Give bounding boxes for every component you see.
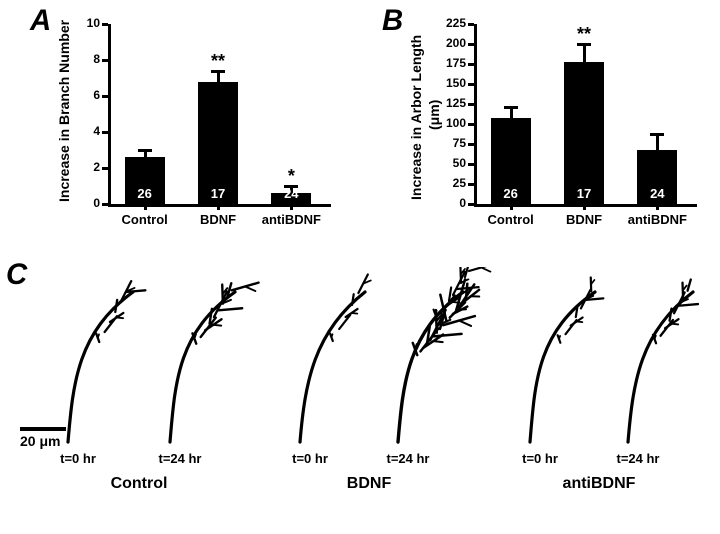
error-cap [138,149,152,152]
chart-b-ylabel-1: Increase in Arbor Length [408,35,424,200]
y-tick-label: 100 [430,116,466,130]
n-label: 24 [271,186,311,201]
significance-marker: ** [564,24,604,45]
y-tick-label: 225 [430,16,466,30]
n-label: 24 [637,186,677,201]
y-tick [468,43,474,46]
x-tick-label: antiBDNF [612,212,702,227]
y-tick [102,95,108,98]
y-tick-label: 150 [430,76,466,90]
n-label: 17 [564,186,604,201]
panel-c: t=0 hr t=24 hr t=0 hr t=24 hr t=0 hr t=24 hr C… [0,255,720,534]
y-tick [102,203,108,206]
y-tick-label: 6 [64,88,100,102]
time-label: t=0 hr [500,451,580,466]
y-tick [102,23,108,26]
y-tick-label: 0 [64,196,100,210]
chart-a: Increase in Branch Number 024681026Contr… [36,10,346,245]
y-tick-label: 8 [64,52,100,66]
y-tick-label: 75 [430,136,466,150]
y-tick-label: 4 [64,124,100,138]
group-label: BDNF [309,475,429,493]
y-tick-label: 200 [430,36,466,50]
x-tick [217,204,220,210]
n-label: 26 [125,186,165,201]
y-tick [468,183,474,186]
y-tick-label: 0 [430,196,466,210]
time-label: t=24 hr [368,451,448,466]
y-tick [468,103,474,106]
y-tick [468,203,474,206]
error-cap [650,133,664,136]
x-tick [510,204,513,210]
y-tick-label: 10 [64,16,100,30]
time-label: t=24 hr [598,451,678,466]
group-label: antiBDNF [539,475,659,493]
x-tick [583,204,586,210]
figure: A B C Increase in Branch Number 02468102… [0,0,720,534]
y-tick-label: 50 [430,156,466,170]
y-tick [468,83,474,86]
bar [564,62,604,204]
y-tick-label: 175 [430,56,466,70]
y-tick-label: 2 [64,160,100,174]
y-tick [468,63,474,66]
n-label: 17 [198,186,238,201]
y-tick-label: 125 [430,96,466,110]
group-label: Control [79,475,199,493]
y-tick [468,143,474,146]
n-label: 26 [491,186,531,201]
y-tick [468,23,474,26]
y-tick [102,131,108,134]
y-tick [468,123,474,126]
chart-a-ylabel: Increase in Branch Number [56,20,72,202]
x-tick [144,204,147,210]
time-label: t=0 hr [270,451,350,466]
error-bar [583,44,586,62]
significance-marker: * [271,166,311,187]
x-tick [656,204,659,210]
y-tick [102,167,108,170]
chart-b: Increase in Arbor Length (μm) 0255075100… [388,10,708,245]
x-tick [290,204,293,210]
error-cap [504,106,518,109]
error-bar [656,134,659,150]
y-tick-label: 25 [430,176,466,190]
scale-bar [20,427,66,431]
time-label: t=0 hr [38,451,118,466]
time-label: t=24 hr [140,451,220,466]
x-tick-label: antiBDNF [246,212,336,227]
y-tick [468,163,474,166]
y-tick [102,59,108,62]
significance-marker: ** [198,51,238,72]
scale-bar-label: 20 μm [20,433,60,449]
